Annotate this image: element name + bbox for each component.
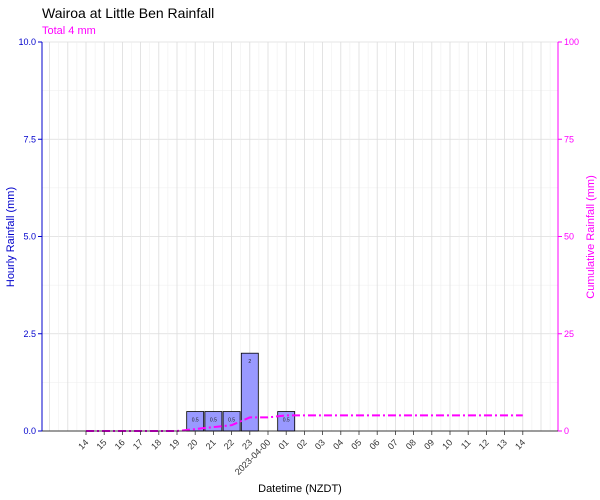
- x-tick-label: 15: [94, 437, 108, 451]
- y2-tick-label: 0: [564, 426, 569, 436]
- y-tick-label: 5.0: [23, 232, 36, 242]
- cumulative-line: [86, 414, 523, 432]
- x-tick-label: 19: [167, 437, 181, 451]
- x-tick-label: 03: [313, 437, 327, 451]
- chart-title: Wairoa at Little Ben Rainfall: [42, 5, 214, 21]
- x-tick-label: 05: [349, 437, 363, 451]
- bar-value-label: 0.5: [228, 418, 235, 424]
- x-tick-label: 20: [185, 437, 199, 451]
- y2-axis-title: Cumulative Rainfall (mm): [585, 175, 597, 298]
- x-tick-label: 14: [513, 437, 527, 451]
- y2-tick-label: 75: [564, 134, 574, 144]
- x-tick-label: 04: [331, 437, 345, 451]
- x-tick-label: 13: [495, 437, 509, 451]
- y2-tick-label: 25: [564, 329, 574, 339]
- bar-value-label: 0.5: [283, 418, 290, 424]
- x-tick-label: 14: [76, 437, 90, 451]
- x-tick-label: 02: [295, 437, 309, 451]
- x-tick-label: 09: [422, 437, 436, 451]
- bar-value-label: 2: [248, 359, 251, 365]
- x-tick-label: 01: [276, 437, 290, 451]
- y-tick-label: 0.0: [23, 426, 36, 436]
- y-tick-label: 2.5: [23, 329, 36, 339]
- x-tick-label: 10: [440, 437, 454, 451]
- x-axis-title: Datetime (NZDT): [258, 483, 342, 495]
- grid-lines: [42, 41, 558, 432]
- x-tick-label: 17: [131, 437, 145, 451]
- x-tick-label: 21: [204, 437, 218, 451]
- y-axis-title: Hourly Rainfall (mm): [5, 187, 17, 287]
- bar-value-label: 0.5: [210, 418, 217, 424]
- bar-value-label: 0.5: [192, 418, 199, 424]
- x-tick-label: 16: [113, 437, 127, 451]
- x-tick-label: 12: [477, 437, 491, 451]
- chart-subtitle: Total 4 mm: [42, 25, 96, 37]
- x-tick-label: 07: [386, 437, 400, 451]
- cumulative-series: [86, 414, 523, 432]
- x-tick-label: 18: [149, 437, 163, 451]
- y-tick-label: 7.5: [23, 134, 36, 144]
- y2-tick-label: 100: [564, 37, 579, 47]
- y2-tick-label: 50: [564, 232, 574, 242]
- x-tick-label: 06: [367, 437, 381, 451]
- x-tick-label: 22: [222, 437, 236, 451]
- x-tick-label: 08: [404, 437, 418, 451]
- x-tick-label: 11: [459, 437, 473, 451]
- y-tick-label: 10.0: [18, 37, 36, 47]
